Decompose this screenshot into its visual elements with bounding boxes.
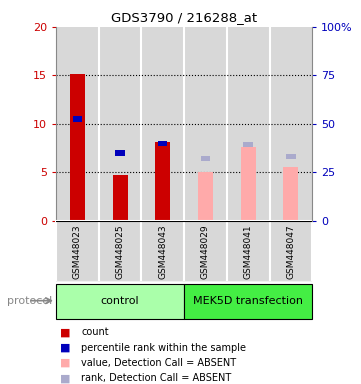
Text: rank, Detection Call = ABSENT: rank, Detection Call = ABSENT [81, 373, 231, 383]
Text: GSM448043: GSM448043 [158, 224, 167, 279]
Bar [286, 154, 296, 159]
Bar [56, 221, 99, 282]
Bar [270, 27, 312, 221]
Bar [184, 27, 227, 221]
Text: GSM448029: GSM448029 [201, 224, 210, 279]
Text: value, Detection Call = ABSENT: value, Detection Call = ABSENT [81, 358, 236, 368]
Bar [184, 221, 227, 282]
Bar [158, 141, 168, 146]
Text: ■: ■ [60, 343, 70, 353]
Bar [201, 156, 210, 161]
Bar [243, 142, 253, 147]
Bar [198, 172, 213, 221]
Bar [270, 221, 312, 282]
Bar [227, 221, 270, 282]
Text: GSM448047: GSM448047 [286, 224, 295, 279]
Bar [227, 27, 270, 221]
Text: ■: ■ [60, 373, 70, 383]
Bar [283, 167, 299, 221]
Bar [70, 74, 85, 221]
Bar [56, 27, 99, 221]
Bar [113, 175, 127, 221]
Bar [115, 150, 125, 156]
Bar [241, 147, 256, 221]
Bar [99, 27, 142, 221]
Text: count: count [81, 327, 109, 337]
Text: GSM448023: GSM448023 [73, 224, 82, 279]
Bar [184, 284, 312, 319]
Title: GDS3790 / 216288_at: GDS3790 / 216288_at [111, 11, 257, 24]
Text: control: control [101, 296, 139, 306]
Text: protocol: protocol [7, 296, 52, 306]
Bar [99, 221, 142, 282]
Bar [155, 142, 170, 221]
Bar [56, 284, 184, 319]
Text: MEK5D transfection: MEK5D transfection [193, 296, 303, 306]
Text: percentile rank within the sample: percentile rank within the sample [81, 343, 246, 353]
Bar [142, 221, 184, 282]
Text: ■: ■ [60, 358, 70, 368]
Text: ■: ■ [60, 327, 70, 337]
Text: GSM448025: GSM448025 [116, 224, 125, 279]
Text: GSM448041: GSM448041 [244, 224, 253, 279]
Bar [73, 116, 82, 122]
Bar [142, 27, 184, 221]
